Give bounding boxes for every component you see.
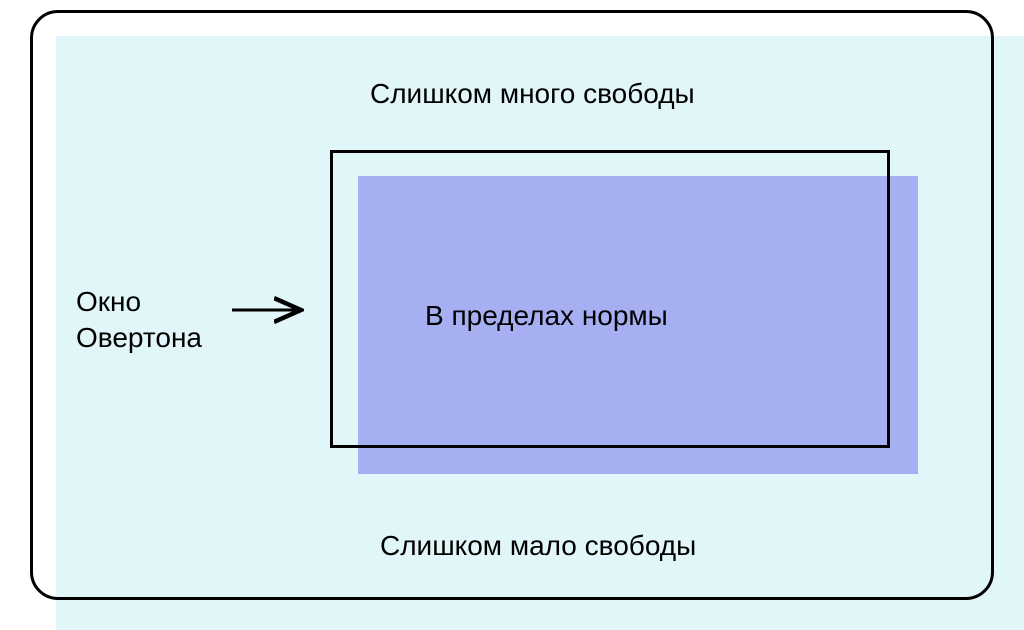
label-left-line2: Овертона <box>76 322 202 354</box>
inner-box-frame <box>330 150 890 448</box>
label-top: Слишком много свободы <box>370 78 695 110</box>
label-center: В пределах нормы <box>425 300 668 332</box>
label-left-line1: Окно <box>76 286 141 318</box>
label-bottom: Слишком мало свободы <box>380 530 696 562</box>
